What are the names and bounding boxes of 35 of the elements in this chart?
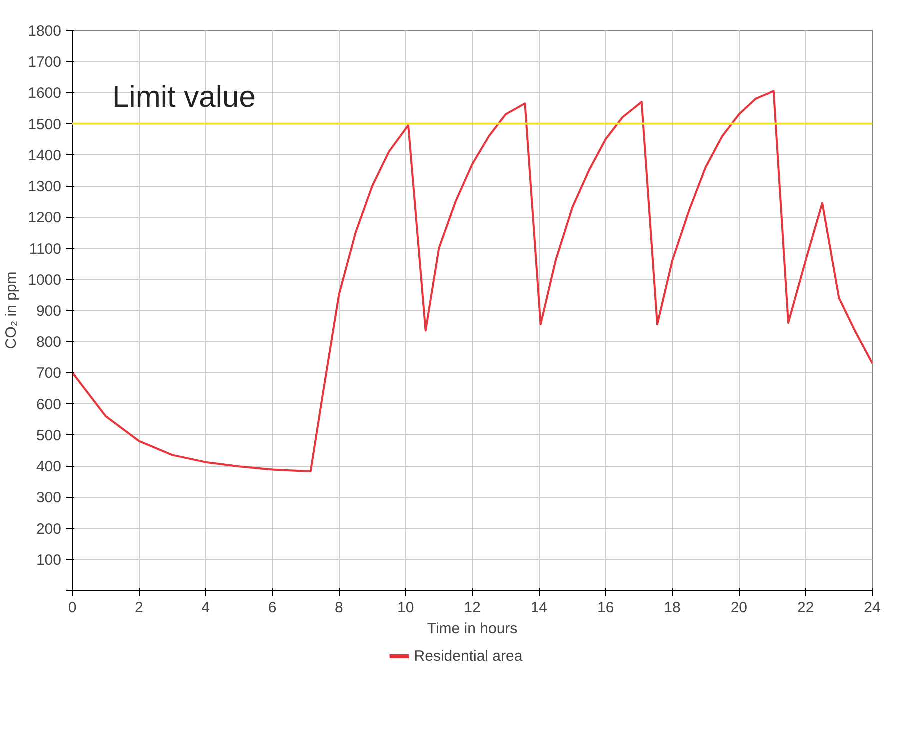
x-tick-label: 22 — [797, 600, 814, 616]
y-tick-label: 1800 — [28, 23, 62, 40]
y-tick-label: 200 — [36, 520, 62, 538]
y-tick-label: 1100 — [29, 240, 62, 258]
x-tick-label: 14 — [530, 600, 548, 616]
x-tick-label: 16 — [597, 600, 614, 616]
x-axis-title: Time in hours — [427, 620, 518, 638]
y-tick-label: 1500 — [28, 116, 62, 134]
y-tick-label: 1300 — [28, 178, 62, 196]
x-tick-label: 2 — [134, 600, 144, 616]
y-tick-label: 500 — [36, 427, 62, 444]
y-tick-label: 600 — [36, 396, 62, 414]
x-tick-label: 8 — [334, 600, 344, 616]
x-tick-label: 10 — [397, 600, 414, 616]
x-tick-label: 4 — [202, 600, 210, 616]
y-tick-label: 400 — [36, 458, 62, 476]
x-tick-label: 0 — [68, 600, 77, 616]
x-tick-label: 20 — [730, 600, 748, 616]
x-tick-label: 18 — [664, 600, 681, 616]
y-axis-title: CO₂ in ppm — [3, 272, 20, 350]
y-tick-label: 700 — [36, 365, 62, 382]
ref-line-label: Limit value — [112, 80, 256, 114]
y-tick-label: 100 — [36, 552, 62, 569]
x-tick-label: 24 — [864, 600, 881, 616]
x-tick-label: 12 — [464, 600, 481, 616]
y-tick-label: 1200 — [28, 210, 62, 227]
y-tick-label: 300 — [36, 490, 62, 507]
legend-label: Residential area — [414, 648, 523, 664]
x-tick-label: 6 — [268, 600, 277, 616]
y-tick-label: 800 — [36, 334, 62, 352]
y-tick-label: 1000 — [28, 272, 62, 289]
y-tick-label: 1600 — [28, 85, 62, 102]
y-tick-label: 1700 — [28, 54, 62, 72]
y-tick-label: 1400 — [28, 147, 62, 164]
y-tick-label: 900 — [36, 303, 62, 320]
